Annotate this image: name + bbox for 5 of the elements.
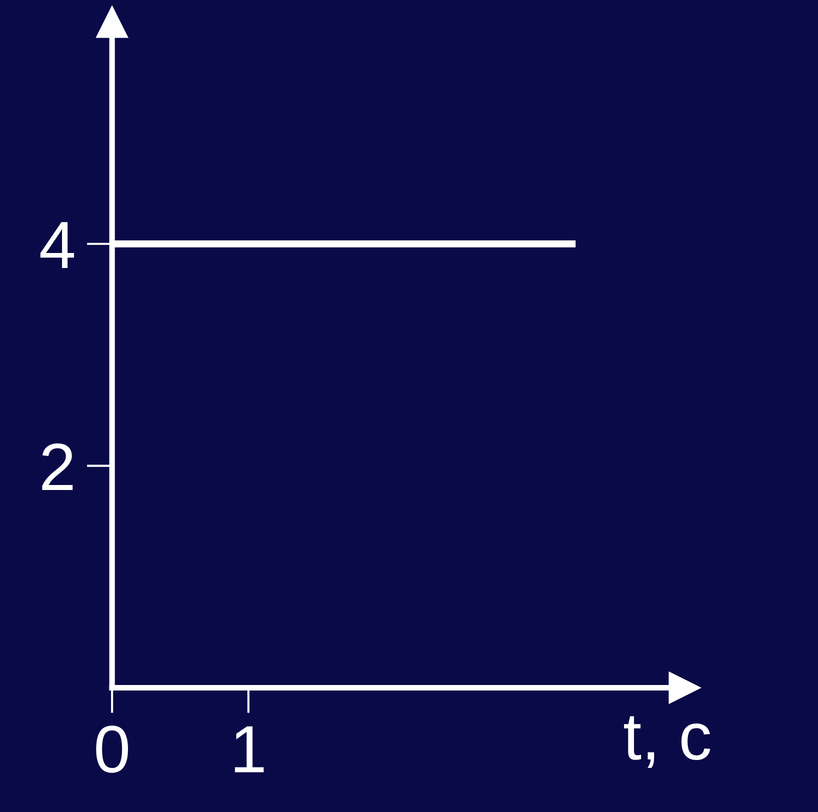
x-tick-label: 1 [234, 726, 264, 772]
x-tick-label: 0 [96, 726, 128, 773]
x-axis-title: t, c [624, 716, 710, 768]
y-tick-label: 4 [40, 222, 74, 268]
y-tick-label: 2 [42, 443, 73, 490]
